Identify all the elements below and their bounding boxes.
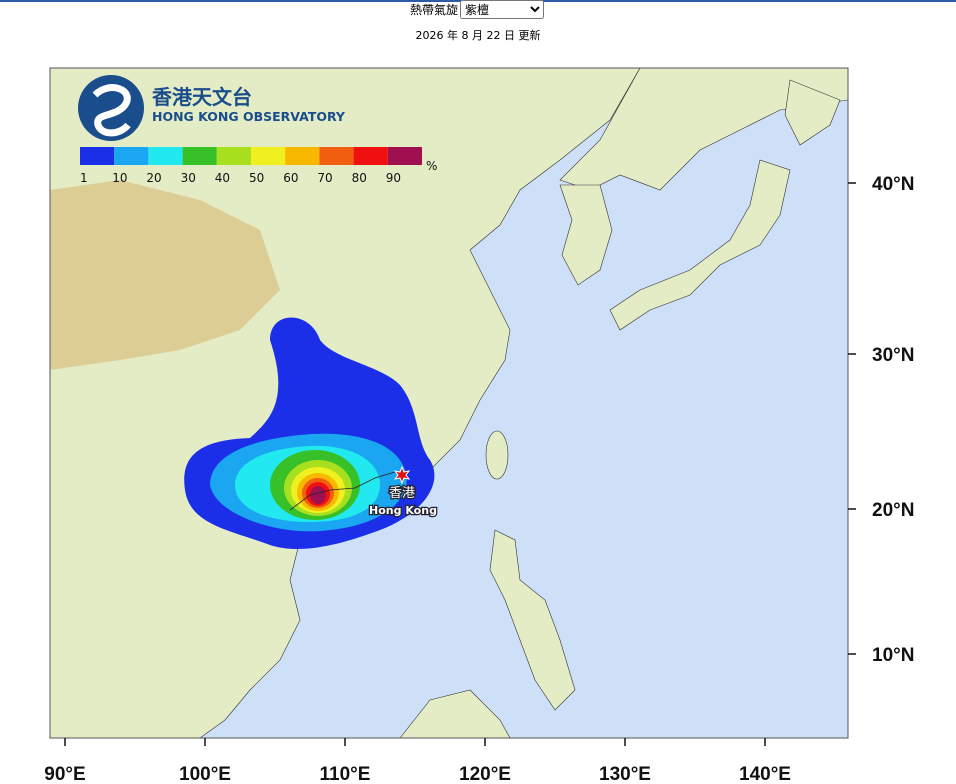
land-northeast: [559, 68, 848, 191]
cyclone-selector: 熱帶氣旋 紫檀: [410, 0, 545, 19]
legend-label: 90: [386, 171, 401, 185]
legend-swatch: [148, 147, 183, 165]
map-frame: [49, 67, 849, 739]
legend-swatch: [387, 147, 422, 165]
legend-unit: %: [426, 159, 437, 173]
legend-swatch: [353, 147, 388, 165]
lat-label: 40°N: [872, 174, 914, 195]
lon-label: 130°E: [599, 764, 651, 784]
legend-label: 60: [283, 171, 298, 185]
legend: 1 10 20 30 40 50 60 70 80 90%: [80, 147, 437, 185]
lat-label: 10°N: [872, 645, 914, 666]
highland: [50, 180, 280, 370]
land-taiwan: [485, 430, 509, 480]
prob-90: [310, 486, 326, 504]
lon-label: 120°E: [459, 764, 511, 784]
lon-label: 110°E: [320, 764, 371, 784]
legend-swatch: [182, 147, 217, 165]
land-japan: [609, 159, 791, 331]
map-body: 香港 Hong Kong 香港天文台 HONG KONG OBSERVATORY…: [50, 68, 848, 738]
legend-label: 50: [249, 171, 264, 185]
lat-label: 30°N: [872, 345, 914, 366]
legend-label: 30: [181, 171, 196, 185]
land-philippines: [489, 529, 576, 711]
land-borneo: [399, 689, 511, 738]
legend-label: 10: [112, 171, 127, 185]
lon-label: 140°E: [739, 764, 791, 784]
update-date: 2026 年 8 月 22 日 更新: [415, 29, 541, 42]
legend-label: 80: [352, 171, 367, 185]
hong-kong-marker: [393, 465, 411, 485]
cyclone-select[interactable]: 紫檀: [460, 0, 545, 19]
legend-swatch: [251, 147, 286, 165]
coastline: [289, 471, 396, 511]
legend-label: 40: [215, 171, 230, 185]
selector-label: 熱帶氣旋: [410, 3, 459, 17]
land-korea: [559, 184, 613, 286]
lon-label: 100°E: [179, 764, 231, 784]
legend-label: 70: [317, 171, 332, 185]
lon-label: 90°E: [44, 764, 85, 784]
land-hokkaido: [784, 79, 841, 146]
legend-swatch: [319, 147, 354, 165]
legend-swatch: [285, 147, 320, 165]
place-label-en: Hong Kong: [369, 504, 437, 517]
logo-name-en: HONG KONG OBSERVATORY: [152, 109, 346, 124]
legend-swatch: [114, 147, 149, 165]
axes: 40°N 30°N 20°N 10°N 90°E 100°E 110°E 120°E 130°E…: [44, 174, 914, 784]
place-label-zh: 香港: [389, 486, 415, 501]
lat-label: 20°N: [872, 500, 914, 521]
logo: 香港天文台 HONG KONG OBSERVATORY: [78, 75, 346, 141]
legend-label: 20: [146, 171, 161, 185]
logo-name-zh: 香港天文台: [152, 85, 252, 109]
legend-label: 1: [80, 171, 88, 185]
legend-swatch: [216, 147, 251, 165]
legend-swatch: [80, 147, 115, 165]
